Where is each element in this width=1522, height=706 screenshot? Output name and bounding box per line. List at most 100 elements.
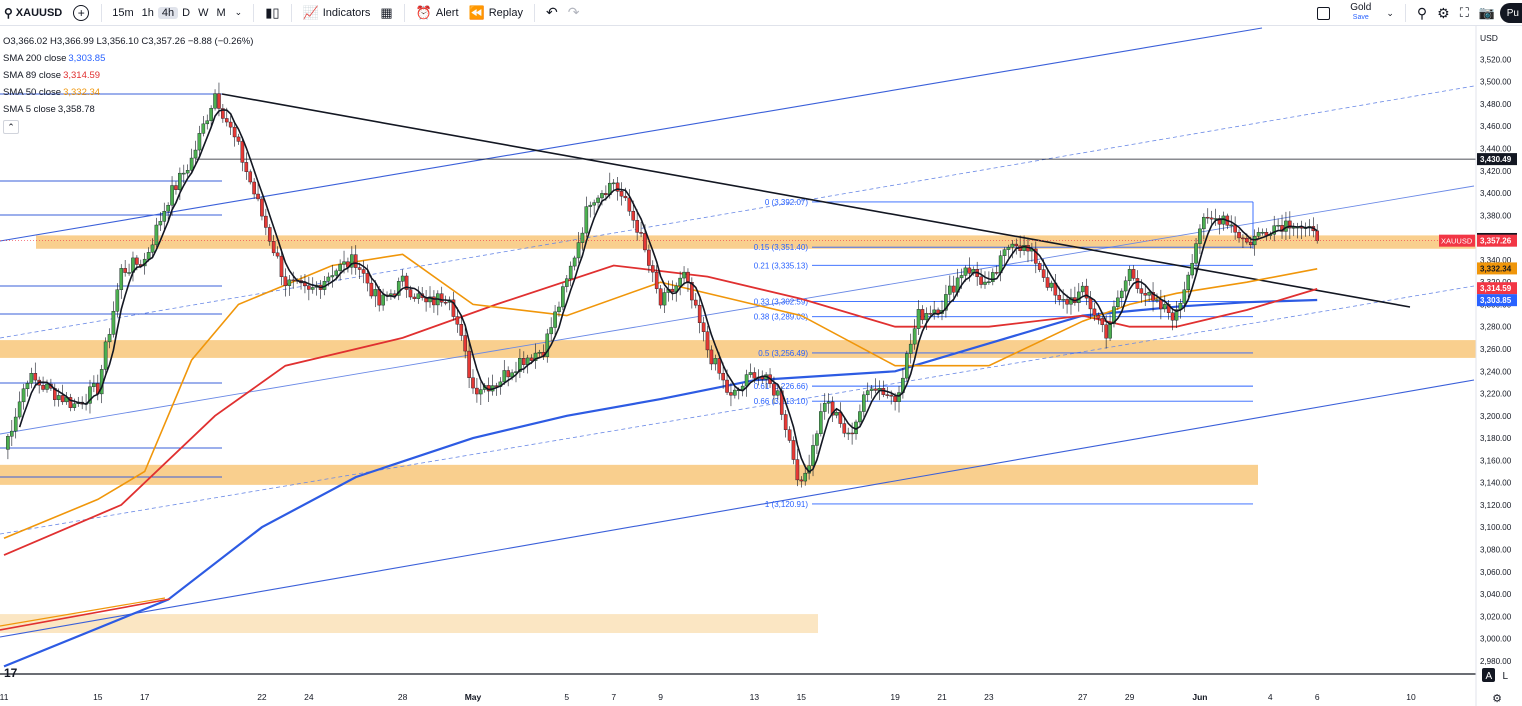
layout-name-button[interactable]: Gold Save <box>1350 3 1371 23</box>
candle <box>795 448 800 487</box>
interval-15m[interactable]: 15m <box>112 6 134 19</box>
time-tick-label: 28 <box>398 692 408 702</box>
interval-selector: 15m 1h 4h D W M <box>108 6 229 19</box>
price-tick-label: 3,440.00 <box>1480 145 1512 154</box>
candle <box>1143 286 1148 307</box>
chart-settings-gear-icon[interactable]: ⚙ <box>1492 692 1502 705</box>
candle-body <box>221 108 225 119</box>
candle-body <box>193 149 198 159</box>
candle <box>908 333 913 364</box>
candle <box>244 152 249 180</box>
candle <box>533 343 538 369</box>
indicators-icon: 📈 <box>302 4 319 20</box>
candle-body <box>549 327 553 335</box>
candle <box>1037 260 1042 273</box>
interval-dropdown[interactable]: ⌄ <box>234 7 243 17</box>
candle <box>346 257 350 273</box>
candle-body <box>162 210 167 222</box>
add-symbol-icon[interactable]: + <box>73 4 90 21</box>
legend-collapse-button[interactable]: ⌃ <box>3 120 19 134</box>
candle <box>123 259 127 277</box>
candle <box>650 260 655 283</box>
candle-body <box>1010 243 1015 248</box>
candle-body <box>928 313 933 315</box>
candle-body <box>1248 241 1253 246</box>
candle-body <box>201 123 206 134</box>
layout-dropdown[interactable]: ⌄ <box>1386 7 1394 18</box>
candle <box>819 403 823 437</box>
candle-body <box>1256 232 1261 237</box>
candle-body <box>494 385 499 387</box>
quick-search-button[interactable]: ⚲ <box>1412 2 1432 24</box>
sma-legend-row[interactable]: SMA 50 close 3,332.34 <box>3 84 253 101</box>
candle <box>576 231 581 264</box>
time-tick-label: 10 <box>1406 692 1416 702</box>
candle <box>1291 222 1296 237</box>
candle <box>1123 276 1128 302</box>
candle-body <box>819 411 823 434</box>
interval-d[interactable]: D <box>182 6 191 19</box>
user-avatar[interactable]: Pu <box>1500 3 1522 23</box>
candle <box>115 283 120 318</box>
sma-legend-row[interactable]: SMA 89 close 3,314.59 <box>3 67 253 84</box>
candle-body <box>154 224 159 246</box>
candle-body <box>342 261 346 265</box>
candle <box>1229 215 1234 233</box>
candle-body <box>1061 299 1065 301</box>
candle-body <box>267 227 272 242</box>
divider <box>1404 4 1406 22</box>
candle-body <box>1057 294 1062 301</box>
chart-type-button[interactable]: ▮▯ <box>260 2 284 24</box>
candle <box>451 291 456 321</box>
candle <box>17 391 22 420</box>
candle-body <box>228 121 233 128</box>
candle <box>826 393 831 414</box>
candle-body <box>1006 247 1011 250</box>
candle-body <box>45 383 49 390</box>
interval-w[interactable]: W <box>198 6 209 19</box>
candle <box>25 380 30 397</box>
support-resistance-zone <box>0 340 1476 358</box>
sma-89-line-lower <box>0 598 171 631</box>
candle-body <box>693 299 698 306</box>
candle <box>838 402 843 428</box>
alert-button[interactable]: ⏰ Alert <box>411 2 464 24</box>
axis-mode-button-a[interactable]: A <box>1486 671 1493 682</box>
candle-body <box>850 432 854 435</box>
redo-icon: ↷ <box>567 4 580 20</box>
price-tick-label: 3,060.00 <box>1480 568 1512 577</box>
interval-m[interactable]: M <box>216 6 226 19</box>
templates-button[interactable]: ▦ <box>375 2 397 24</box>
candle <box>885 387 890 399</box>
indicators-button[interactable]: 📈 Indicators <box>298 2 376 24</box>
price-chart[interactable]: 0 (3,392.07) 0.15 (3,351.40) 0.21 (3,335.1… <box>0 26 1522 706</box>
candle <box>154 217 159 248</box>
fullscreen-button[interactable]: ⛶ <box>1455 2 1474 24</box>
candle-body <box>885 394 890 396</box>
candle <box>287 274 292 296</box>
candle-body <box>1092 308 1097 316</box>
screenshot-button[interactable]: 📷 <box>1474 2 1500 24</box>
symbol-search[interactable]: ⚲ XAUUSD <box>0 2 67 24</box>
sma-legend-row[interactable]: SMA 5 close 3,358.78 <box>3 101 253 118</box>
candle <box>596 195 600 209</box>
redo-button[interactable]: ↷ <box>563 2 585 24</box>
candle-body <box>959 275 964 279</box>
candle <box>1033 241 1038 274</box>
interval-4h[interactable]: 4h <box>157 6 179 19</box>
candle-body <box>361 269 366 274</box>
candle-body <box>240 141 245 163</box>
candle <box>213 89 217 111</box>
candle <box>928 305 933 318</box>
layout-select-icon[interactable] <box>1317 6 1331 20</box>
interval-1h[interactable]: 1h <box>141 6 154 19</box>
candle-body <box>350 254 354 268</box>
candle <box>897 385 901 413</box>
candle-body <box>88 386 92 404</box>
axis-mode-button-l[interactable]: L <box>1503 671 1509 682</box>
sma-legend-row[interactable]: SMA 200 close 3,303.85 <box>3 50 253 67</box>
replay-button[interactable]: ⏪ Replay <box>464 2 528 24</box>
undo-button[interactable]: ↶ <box>541 2 563 24</box>
settings-button[interactable]: ⚙ <box>1432 2 1455 24</box>
candle <box>1053 273 1058 305</box>
